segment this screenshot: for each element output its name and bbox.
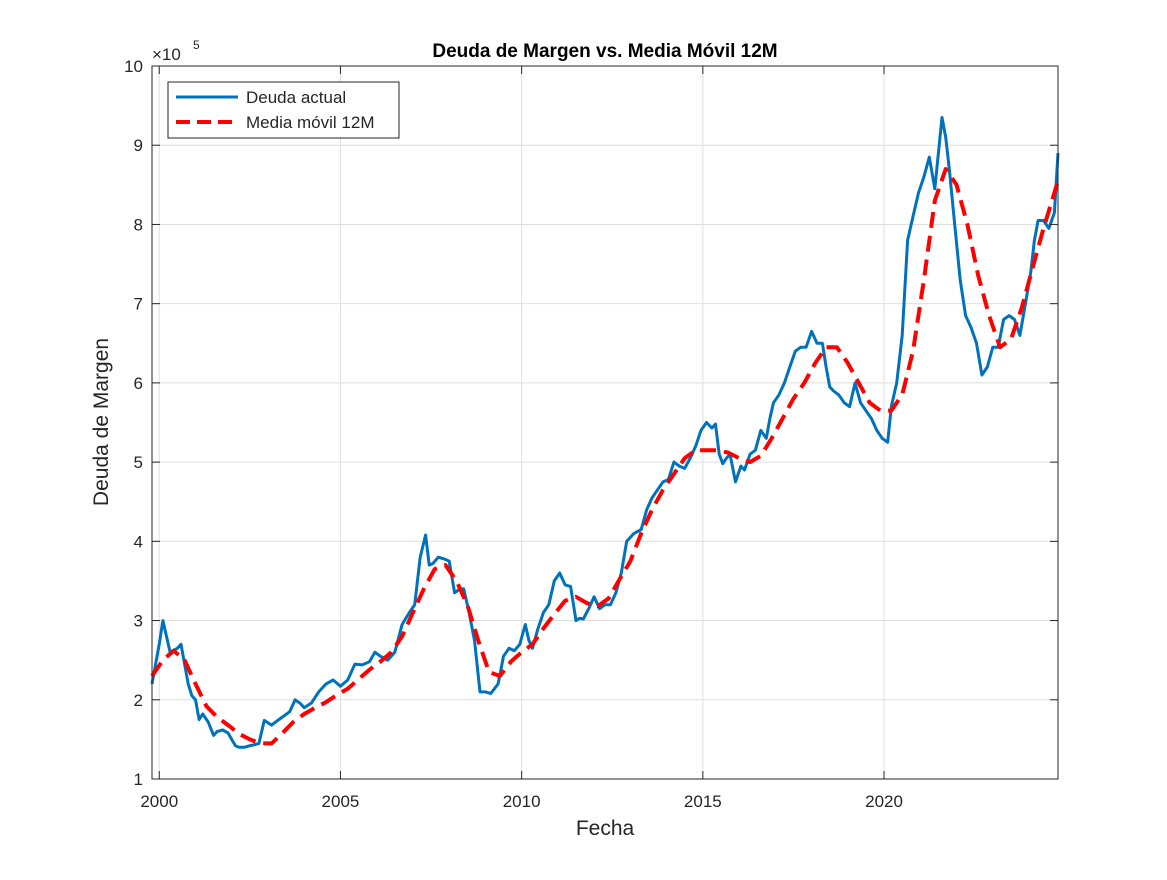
- y-axis-label: Deuda de Margen: [90, 338, 113, 506]
- y-exponent-power: 5: [193, 38, 200, 52]
- y-exponent: ×10 5: [152, 38, 200, 64]
- chart-title: Deuda de Margen vs. Media Móvil 12M: [432, 41, 777, 62]
- x-axis-label: Fecha: [576, 817, 635, 840]
- x-tick-label: 2020: [865, 792, 903, 811]
- y-exponent-base: ×10: [152, 45, 181, 64]
- series-lines: [150, 116, 1060, 749]
- y-tick-label: 6: [134, 374, 143, 393]
- legend-label-deuda-actual: Deuda actual: [246, 88, 346, 107]
- x-tick-label: 2015: [684, 792, 722, 811]
- y-tick-label: 1: [134, 770, 143, 789]
- y-tick-label: 4: [134, 532, 143, 551]
- legend-label-media-movil: Media móvil 12M: [246, 113, 375, 132]
- axis-ticks: 2000 2005 2010 2015 2020 1 2 3 4 5 6 7 8 9 10: [124, 57, 1058, 811]
- series-line-media-movil: [150, 167, 1060, 746]
- y-tick-label: 5: [134, 453, 143, 472]
- y-tick-label: 3: [134, 612, 143, 631]
- y-tick-label: 2: [134, 691, 143, 710]
- y-tick-label: 7: [134, 295, 143, 314]
- legend-box: [167, 81, 400, 139]
- y-tick-label: 10: [124, 57, 143, 76]
- plot-background: [152, 66, 1058, 779]
- y-tick-label: 8: [134, 215, 143, 234]
- x-tick-label: 2005: [322, 792, 360, 811]
- x-tick-label: 2000: [140, 792, 178, 811]
- y-tick-label: 9: [134, 136, 143, 155]
- legend: Deuda actual Media móvil 12M: [167, 81, 400, 139]
- series-line-deuda-actual: [150, 116, 1060, 749]
- plot-frame: [151, 65, 1059, 780]
- x-tick-label: 2010: [503, 792, 541, 811]
